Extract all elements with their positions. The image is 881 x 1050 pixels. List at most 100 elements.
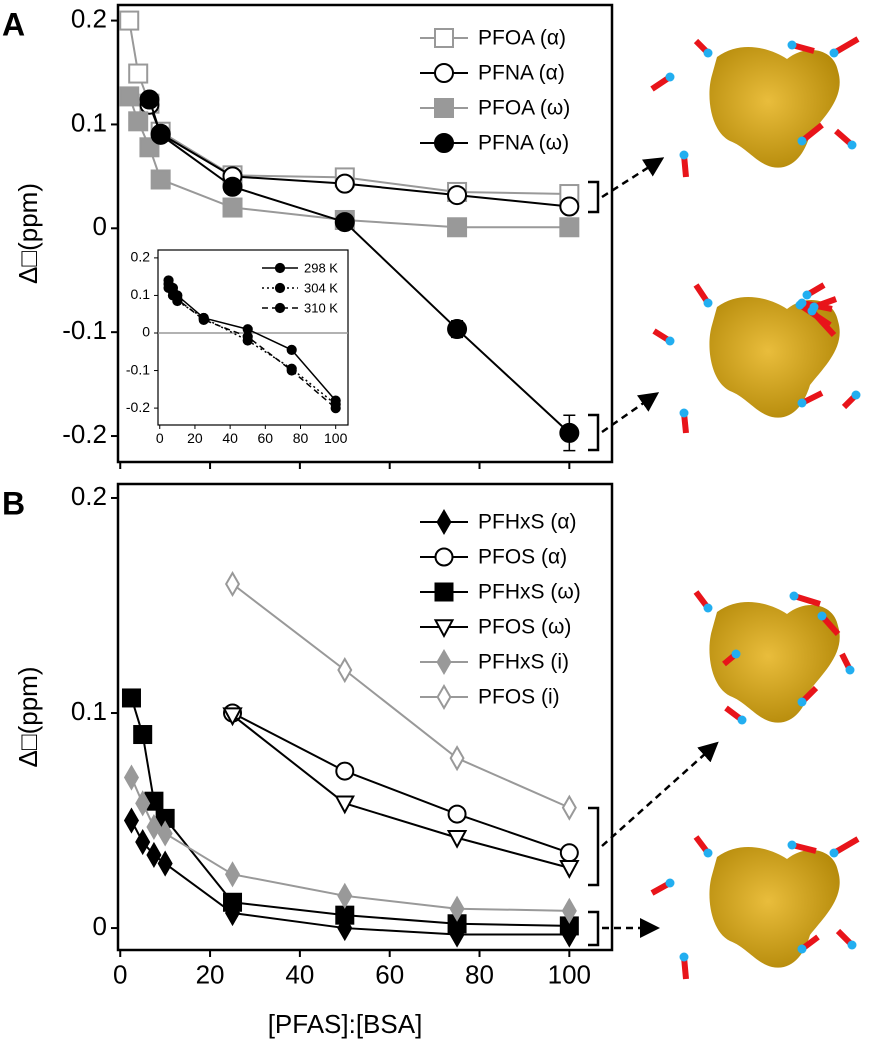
marker-circle [447, 185, 468, 206]
y-tick-label: 0.2 [71, 3, 107, 33]
headgroup [829, 848, 839, 858]
illustrations [588, 36, 861, 980]
marker-diamond [449, 745, 465, 772]
marker-diamond [224, 861, 241, 888]
inset: -0.2 -0.1 0 0.1 0.2 0 20 40 60 80 100 298 K 304 K 310… [126, 249, 349, 446]
marker-square [121, 688, 141, 708]
y-tick-label: 0.1 [71, 107, 107, 137]
headgroup [787, 840, 797, 850]
bracket [588, 806, 600, 887]
series-line [231, 714, 570, 869]
marker-square [447, 217, 468, 238]
legend-label: PFHxS (α) [478, 511, 576, 534]
legend-marker [434, 133, 454, 153]
marker-diamond [561, 794, 577, 821]
x-tick-label: 80 [293, 430, 309, 446]
marker-triangle [559, 860, 580, 879]
bracket [588, 910, 600, 947]
headgroup [665, 336, 675, 346]
protein [650, 36, 860, 178]
marker-square [139, 137, 160, 158]
legend-marker [274, 262, 286, 274]
x-tick-label: 60 [258, 430, 274, 446]
marker-circle [559, 843, 579, 863]
x-tick-label: 60 [375, 959, 404, 989]
x-tick-label: 40 [222, 430, 238, 446]
marker-square [133, 725, 153, 745]
marker-diamond [224, 570, 241, 598]
protein-body [709, 47, 840, 168]
legend-label: PFOA (ω) [478, 97, 570, 120]
legend-label: PFOS (i) [478, 686, 560, 709]
y-axis-title: Δ□(ppm) [13, 183, 43, 284]
headgroup [703, 603, 713, 613]
headgroup [787, 40, 797, 50]
marker-circle [334, 212, 355, 233]
protein [650, 835, 860, 980]
marker-square [119, 86, 140, 107]
legend-label: PFOS (α) [478, 546, 567, 569]
marker-circle [559, 422, 580, 443]
y-tick-label: 0.2 [131, 249, 151, 265]
arrow [601, 741, 719, 847]
legend-marker [436, 683, 452, 711]
marker-circle [330, 403, 341, 414]
surfactant [832, 36, 860, 56]
surfactant [809, 308, 837, 338]
series-line [130, 697, 570, 927]
marker-circle [286, 365, 297, 376]
panel-label: B [2, 485, 25, 521]
marker-circle [286, 344, 297, 355]
protein-body [709, 602, 840, 723]
marker-circle [334, 173, 355, 194]
marker-diamond [123, 764, 140, 791]
x-tick-label: 100 [548, 959, 591, 989]
plot-frame [157, 249, 349, 426]
x-tick-label: 100 [324, 430, 348, 446]
legend-marker [434, 582, 454, 602]
y-tick-label: 0.1 [71, 696, 107, 726]
marker-circle [559, 196, 580, 217]
legend-marker [274, 282, 286, 294]
marker-diamond [146, 813, 162, 841]
bracket [588, 413, 600, 452]
marker-circle [172, 294, 183, 305]
marker-circle [150, 124, 171, 145]
legend-label: 310 K [304, 300, 338, 315]
y-tick-label: -0.1 [126, 361, 150, 377]
marker-circle [163, 282, 174, 294]
marker-diamond [337, 882, 353, 909]
headgroup [679, 150, 689, 160]
x-tick-label: 20 [196, 959, 225, 989]
marker-diamond [123, 807, 140, 834]
headgroup [802, 290, 812, 300]
headgroup [851, 390, 861, 400]
legend-marker [274, 302, 286, 314]
marker-square [223, 892, 243, 912]
legend-marker [436, 508, 452, 536]
legend-label: PFNA (α) [478, 62, 565, 85]
protein-body [709, 297, 840, 418]
x-tick-label: 20 [187, 430, 203, 446]
marker-circle [139, 89, 160, 110]
legend-label: PFHxS (i) [478, 651, 569, 674]
marker-triangle [334, 795, 355, 815]
marker-diamond [449, 895, 465, 922]
headgroup [679, 408, 689, 418]
y-tick-label: -0.2 [126, 399, 150, 415]
headgroup [817, 611, 827, 621]
marker-triangle [446, 829, 468, 849]
legend-marker [433, 619, 455, 639]
headgroup [665, 878, 675, 888]
marker-square [559, 217, 580, 238]
y-tick-label: 0 [93, 211, 107, 241]
marker-circle [198, 314, 209, 325]
y-tick-label: 0.1 [131, 286, 151, 302]
panel-label: A [2, 6, 25, 42]
y-tick-label: 0.2 [71, 481, 107, 511]
legend-label: PFOA (α) [478, 27, 566, 50]
arrow [601, 392, 660, 434]
surfactant [832, 836, 860, 856]
y-tick-label: -0.1 [62, 315, 107, 345]
